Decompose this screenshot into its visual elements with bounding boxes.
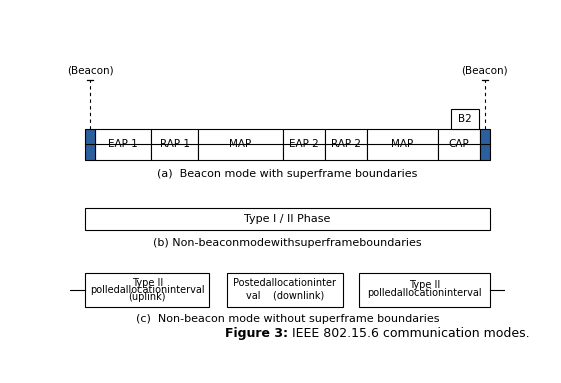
Bar [85,129,95,159]
Text: CAP: CAP [449,139,470,149]
Text: (uplink): (uplink) [128,293,166,303]
Text: Type I / II Phase: Type I / II Phase [245,214,330,224]
Text: polledallocationinterval: polledallocationinterval [90,285,205,295]
Text: Type II: Type II [132,278,163,288]
Text: (c)  Non-beacon mode without superframe boundaries: (c) Non-beacon mode without superframe b… [136,314,439,324]
Bar [438,129,480,159]
Text: Postedallocationinter: Postedallocationinter [233,278,337,288]
Text: val    (downlink): val (downlink) [246,290,324,300]
Text: RAP 1: RAP 1 [160,139,190,149]
Bar [359,273,490,307]
Text: MAP: MAP [229,139,252,149]
Text: (Beacon): (Beacon) [462,65,508,75]
Text: Figure 3:: Figure 3: [224,327,288,340]
Text: MAP: MAP [392,139,413,149]
Bar [480,129,490,159]
Bar [198,129,283,159]
Bar [85,273,209,307]
Bar [95,129,151,159]
Text: (Beacon): (Beacon) [67,65,113,75]
Bar [451,110,479,129]
Text: Type II: Type II [409,280,440,290]
Text: (a)  Beacon mode with superframe boundaries: (a) Beacon mode with superframe boundari… [157,169,418,178]
Bar [85,208,490,230]
Text: RAP 2: RAP 2 [331,139,361,149]
Bar [367,129,438,159]
Text: B2: B2 [458,114,472,124]
Bar [227,273,343,307]
Text: IEEE 802.15.6 communication modes.: IEEE 802.15.6 communication modes. [288,327,529,340]
Bar [151,129,198,159]
Text: EAP 2: EAP 2 [289,139,319,149]
Text: EAP 1: EAP 1 [108,139,138,149]
Bar [325,129,367,159]
Text: polledallocationinterval: polledallocationinterval [367,288,482,298]
Text: (b) Non-beaconmodewithsuperframeboundaries: (b) Non-beaconmodewithsuperframeboundari… [153,238,422,248]
Bar [283,129,325,159]
